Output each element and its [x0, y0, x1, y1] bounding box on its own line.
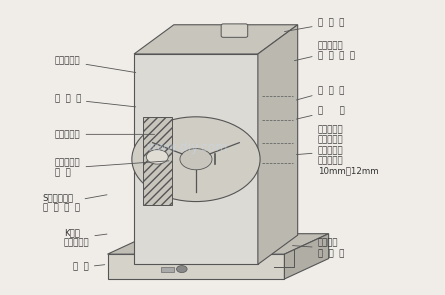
Text: 摇奖部分的
空  间  宽  度: 摇奖部分的 空 间 宽 度: [295, 41, 355, 61]
Circle shape: [146, 150, 168, 164]
Polygon shape: [258, 25, 298, 264]
Bar: [143, 117, 172, 206]
Text: www.diy.com: www.diy.com: [146, 141, 228, 154]
Text: 波轮盘边缘
距摇奖部分
壳体两侧及
底部距离在
10mm－12mm: 波轮盘边缘 距摇奖部分 壳体两侧及 底部距离在 10mm－12mm: [296, 125, 378, 176]
FancyBboxPatch shape: [221, 24, 248, 37]
Polygon shape: [134, 54, 258, 264]
Text: K是微
型拨动开关: K是微 型拨动开关: [64, 228, 107, 248]
Text: 固定电动机
支  架: 固定电动机 支 架: [55, 158, 169, 178]
Text: 底  座: 底 座: [73, 263, 105, 272]
Text: 摇奖机壳体: 摇奖机壳体: [55, 57, 136, 73]
Text: S按钮式白锁
电  源  开  关: S按钮式白锁 电 源 开 关: [43, 193, 107, 213]
Text: 盛运球透
明  导  管: 盛运球透 明 导 管: [292, 239, 344, 258]
Bar: [161, 268, 174, 272]
Text: 玩具电动机: 玩具电动机: [55, 130, 154, 139]
Polygon shape: [134, 25, 298, 54]
Circle shape: [177, 266, 187, 273]
Polygon shape: [108, 234, 329, 254]
Text: 投  球  孔: 投 球 孔: [284, 19, 344, 32]
Polygon shape: [108, 254, 284, 279]
Text: 波      轮: 波 轮: [296, 106, 344, 119]
Polygon shape: [284, 234, 329, 279]
Text: 隔  断  板: 隔 断 板: [55, 95, 136, 107]
Circle shape: [180, 149, 212, 170]
Text: 波  轮  盘: 波 轮 盘: [296, 86, 344, 100]
Circle shape: [132, 117, 260, 201]
